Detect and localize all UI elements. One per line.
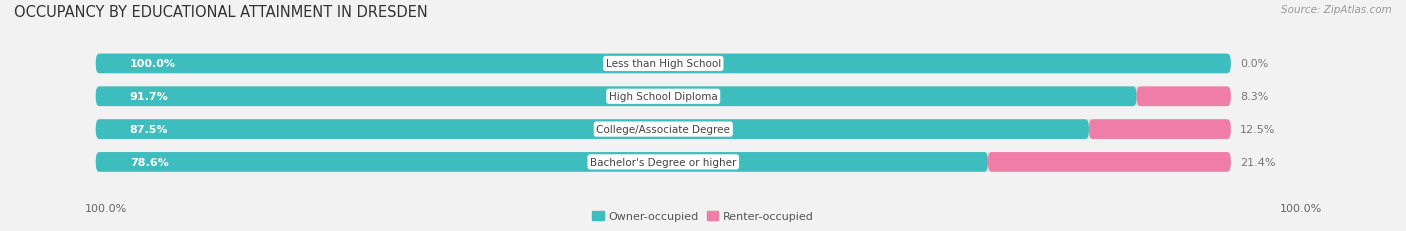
Text: 78.6%: 78.6% <box>129 157 169 167</box>
FancyBboxPatch shape <box>96 54 1230 74</box>
Text: Source: ZipAtlas.com: Source: ZipAtlas.com <box>1281 5 1392 15</box>
Text: 87.5%: 87.5% <box>129 125 169 134</box>
Text: Less than High School: Less than High School <box>606 59 721 69</box>
FancyBboxPatch shape <box>96 54 1230 74</box>
Text: 91.7%: 91.7% <box>129 92 169 102</box>
FancyBboxPatch shape <box>96 87 1136 107</box>
Text: College/Associate Degree: College/Associate Degree <box>596 125 730 134</box>
FancyBboxPatch shape <box>1136 87 1230 107</box>
Text: 8.3%: 8.3% <box>1240 92 1268 102</box>
FancyBboxPatch shape <box>96 120 1088 139</box>
FancyBboxPatch shape <box>988 152 1230 172</box>
Legend: Owner-occupied, Renter-occupied: Owner-occupied, Renter-occupied <box>588 206 818 225</box>
Text: 0.0%: 0.0% <box>1240 59 1268 69</box>
FancyBboxPatch shape <box>96 120 1230 139</box>
Text: Bachelor's Degree or higher: Bachelor's Degree or higher <box>591 157 737 167</box>
Text: 12.5%: 12.5% <box>1240 125 1275 134</box>
FancyBboxPatch shape <box>96 152 988 172</box>
FancyBboxPatch shape <box>96 87 1230 107</box>
Text: 100.0%: 100.0% <box>129 59 176 69</box>
Text: High School Diploma: High School Diploma <box>609 92 717 102</box>
FancyBboxPatch shape <box>96 152 1230 172</box>
Text: 100.0%: 100.0% <box>84 203 127 213</box>
Text: 21.4%: 21.4% <box>1240 157 1275 167</box>
Text: OCCUPANCY BY EDUCATIONAL ATTAINMENT IN DRESDEN: OCCUPANCY BY EDUCATIONAL ATTAINMENT IN D… <box>14 5 427 20</box>
Text: 100.0%: 100.0% <box>1279 203 1322 213</box>
FancyBboxPatch shape <box>1088 120 1230 139</box>
